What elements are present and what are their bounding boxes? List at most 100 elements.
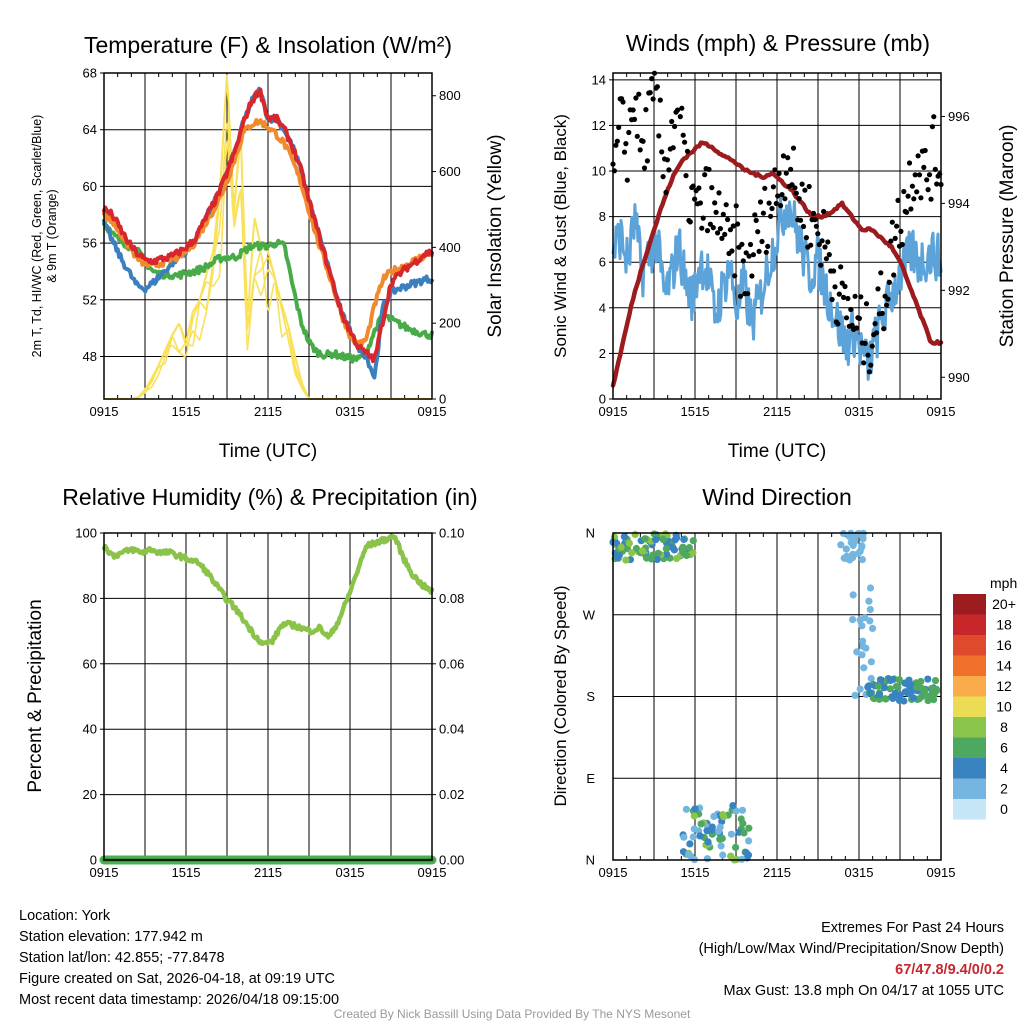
direction-point	[632, 544, 641, 553]
panel-3: 0915 1515 2115 0315 09150204060801000.000.02…	[75, 526, 464, 881]
direction-point	[732, 843, 740, 852]
gust-point	[687, 219, 693, 225]
gust-point	[886, 279, 893, 285]
gust-point	[788, 166, 794, 172]
direction-point	[708, 826, 716, 834]
gust-point	[656, 133, 662, 139]
direction-point	[843, 552, 851, 561]
x-axis-label: Time (UTC)	[219, 441, 318, 462]
legend-swatch	[953, 758, 986, 779]
y2-tick-label: 992	[948, 283, 970, 298]
direction-point	[628, 549, 636, 557]
gust-point	[888, 238, 894, 244]
gust-point	[707, 221, 714, 227]
series-9m-t	[102, 118, 434, 350]
direction-point	[849, 550, 857, 559]
gust-point	[684, 148, 691, 154]
gust-point	[666, 167, 672, 173]
y2-axis-label: Solar Insolation (Yellow)	[485, 134, 506, 337]
direction-point	[913, 683, 921, 691]
gust-point	[845, 295, 851, 302]
gust-point	[823, 256, 830, 262]
gust-point	[677, 114, 683, 120]
plot-frame	[103, 72, 433, 400]
direction-point	[859, 637, 867, 645]
x-tick-label: 0315	[336, 865, 365, 880]
series-2m-t	[102, 87, 434, 364]
y2-tick-label: 0.06	[439, 656, 464, 671]
gust-point	[901, 188, 907, 195]
direction-point	[858, 543, 866, 551]
direction-point	[860, 664, 868, 672]
gust-point	[912, 172, 918, 178]
direction-point	[625, 539, 633, 547]
direction-point	[865, 682, 873, 690]
y-axis-label: Percent & Precipitation	[25, 599, 46, 792]
gust-point	[760, 210, 767, 216]
gust-point	[775, 193, 781, 199]
plot-frame	[612, 72, 942, 400]
y-tick-label: 48	[83, 349, 97, 364]
gust-point	[778, 203, 784, 209]
x-tick-label: 0915	[90, 865, 119, 880]
gust-point	[710, 225, 716, 231]
gust-point	[836, 291, 842, 297]
gust-point	[706, 166, 712, 172]
gust-point	[621, 149, 628, 155]
direction-point	[745, 837, 753, 845]
y-axis-label: Direction (Colored By Speed)	[551, 585, 570, 806]
gust-point	[674, 107, 681, 113]
gust-point	[659, 149, 665, 155]
gust-point	[696, 185, 702, 191]
gust-point	[624, 177, 630, 183]
y-tick-label: 64	[83, 122, 97, 137]
direction-point	[729, 802, 737, 810]
direction-point	[858, 556, 867, 564]
direction-point	[653, 555, 661, 564]
y-axis-label: Sonic Wind & Gust (Blue, Black)	[551, 114, 570, 358]
direction-point	[717, 842, 725, 850]
gust-point	[879, 310, 885, 316]
direction-point	[703, 855, 712, 863]
gust-point	[616, 124, 622, 130]
gust-point	[733, 203, 739, 209]
gust-point	[783, 170, 789, 176]
gust-point	[906, 160, 913, 166]
x-tick-label: 0915	[599, 404, 628, 419]
gust-point	[799, 181, 805, 187]
speed-legend: mph 20+ 18 16 14 12 10 8 6 4 2 0	[953, 575, 1017, 820]
legend-label: 4	[1000, 760, 1008, 776]
gust-point	[614, 138, 620, 144]
gust-point	[925, 187, 931, 193]
gust-point	[898, 228, 904, 234]
direction-point	[862, 644, 870, 652]
direction-point	[866, 605, 874, 614]
direction-point	[895, 676, 903, 684]
y-tick-label: N	[586, 853, 595, 868]
gust-point	[810, 210, 817, 216]
gust-point	[911, 196, 917, 202]
extremes-box: Extremes For Past 24 Hours (High/Low/Max…	[699, 918, 1004, 1002]
x-tick-label: 1515	[681, 865, 710, 880]
y-tick-label: 100	[75, 526, 97, 541]
x-tick-label: 1515	[681, 404, 710, 419]
gust-point	[932, 166, 938, 172]
plot-frame	[103, 532, 433, 861]
pressure-line	[610, 140, 944, 388]
legend-label: 6	[1000, 740, 1008, 756]
gust-point	[849, 322, 855, 328]
gust-point	[772, 167, 778, 173]
direction-point	[875, 690, 884, 699]
gust-point	[763, 249, 769, 255]
gust-point	[709, 185, 715, 191]
gust-point	[730, 223, 736, 229]
direction-point	[837, 541, 845, 549]
gust-point	[785, 155, 791, 161]
gust-point	[633, 95, 639, 101]
gust-point	[821, 208, 827, 215]
direction-point	[858, 651, 866, 659]
x-tick-label: 0915	[418, 404, 447, 419]
gust-point	[863, 301, 870, 307]
gust-point	[647, 90, 653, 96]
